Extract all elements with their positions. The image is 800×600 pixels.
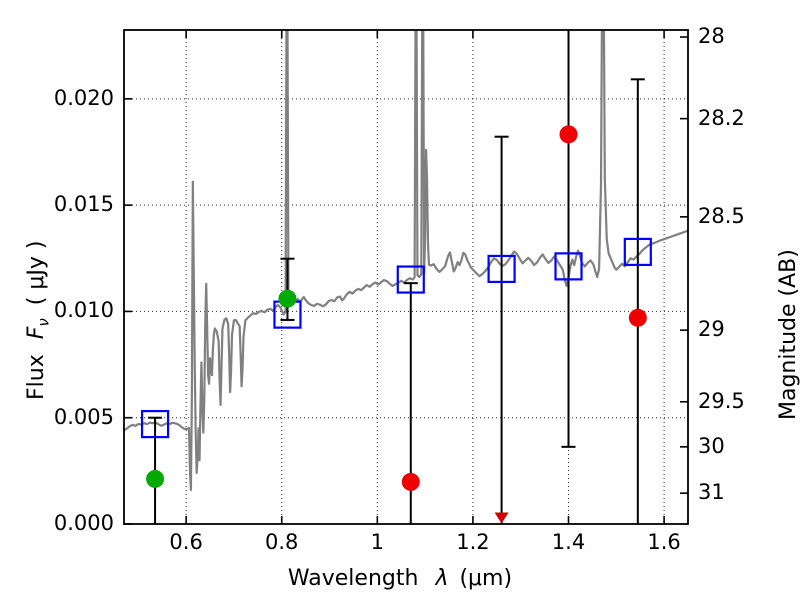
y-right-tick-label: 28.2 (698, 105, 745, 130)
y-right-tick-label: 30 (698, 433, 725, 458)
x-tick-label: 1.6 (647, 530, 681, 554)
y-right-tick-label: 29.5 (698, 388, 745, 413)
x-tick-label: 1.2 (456, 530, 490, 554)
y-left-tick-label: 0.015 (53, 192, 114, 217)
y-left-axis-title: Flux Fν ( μJy ) (24, 241, 52, 400)
x-axis-title: Wavelength λ (μm) (288, 566, 512, 591)
x-tick-label: 1.4 (551, 530, 586, 554)
y-right-tick-label: 28.5 (698, 203, 745, 228)
data-markers (140, 125, 652, 524)
y-right-tick-label: 28 (698, 24, 725, 48)
y-right-tick-label: 31 (698, 480, 725, 505)
y-right-tick-label: 29 (698, 317, 725, 342)
y-left-tick-label: 0.010 (53, 298, 114, 323)
y-left-title-text: Flux (24, 354, 49, 400)
y-left-title-unit: ( μJy ) (24, 240, 49, 306)
y-right-axis-title: Magnitude (AB) (776, 249, 800, 420)
plot-frame (123, 29, 689, 525)
x-axis-title-text: Wavelength (287, 566, 419, 591)
x-tick-label: 0.8 (265, 530, 299, 554)
y-left-title-symbol: F (24, 326, 49, 340)
y-left-tick-label: 0.020 (53, 85, 114, 110)
y-right-title-text: Magnitude (AB) (776, 249, 800, 420)
x-tick-label: 0.6 (169, 530, 203, 554)
x-axis-unit: (μm) (459, 566, 513, 591)
y-left-tick-label: 0.000 (53, 511, 114, 535)
x-tick-label: 1 (370, 530, 384, 554)
x-axis-symbol: λ (435, 566, 449, 591)
error-bars (148, 30, 645, 524)
spectrum-line (124, 30, 688, 492)
y-left-tick-label: 0.005 (53, 404, 114, 429)
y-left-title-subscript: ν (34, 318, 53, 327)
